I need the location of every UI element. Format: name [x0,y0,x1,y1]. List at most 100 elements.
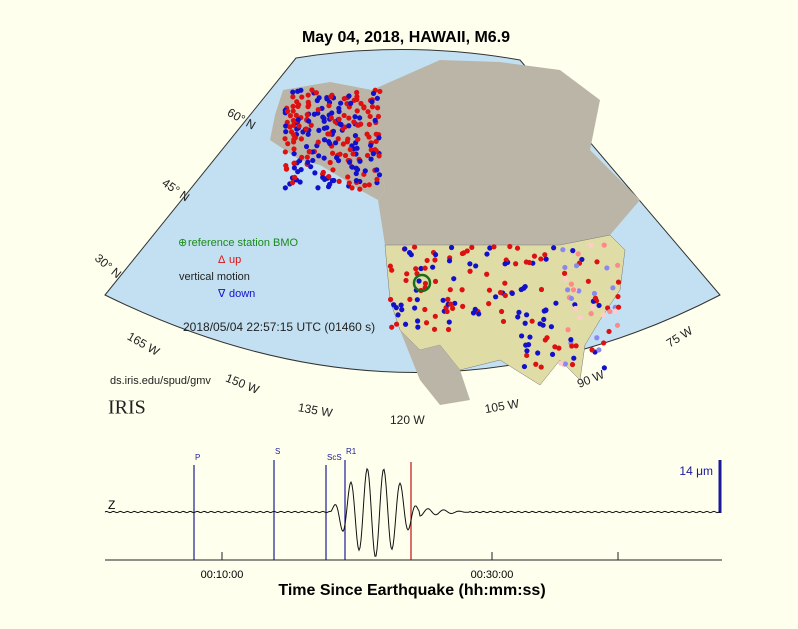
station [387,296,394,303]
station [393,321,400,327]
station [579,256,585,263]
stations [282,87,622,371]
lon-label: 135 W [297,400,334,420]
station [369,104,376,110]
legend-motion: vertical motion [179,271,250,283]
station [285,141,291,147]
station [531,253,538,259]
station [448,244,455,251]
station [313,90,320,96]
station [408,252,414,258]
station [498,308,505,315]
station [365,109,371,115]
station [305,159,311,165]
station [577,315,583,321]
station [362,182,368,188]
station [516,309,522,315]
station [601,365,607,371]
station [303,143,310,150]
station [283,166,290,172]
station [375,113,382,120]
station [326,131,333,137]
phase-label: ScS [327,453,342,462]
station [549,351,556,358]
station [366,121,372,128]
station [306,118,312,124]
station [330,128,337,134]
station [570,287,577,293]
station [415,318,421,324]
station [316,153,322,159]
station [588,242,594,248]
station [393,305,399,311]
station [486,287,493,293]
station [327,159,333,166]
station [395,312,401,318]
station [328,115,334,121]
station [502,280,508,286]
station [282,149,288,155]
station [374,105,381,111]
station [341,112,347,119]
canada [372,60,640,245]
station [368,142,374,149]
station [310,157,316,164]
station [544,335,550,341]
station [411,244,418,250]
station [502,292,508,299]
station [289,180,296,186]
station [296,123,302,129]
station [340,141,346,147]
x-axis-title: Time Since Earthquake (hh:mm:ss) [278,582,545,599]
station [295,117,301,123]
component: Z [108,498,115,512]
station [575,251,581,257]
station [565,327,571,333]
station [444,308,450,315]
station [387,263,393,269]
phase-label: P [195,453,200,462]
station [576,288,582,294]
station [288,129,295,135]
station [459,287,465,293]
station [591,290,598,297]
station [502,261,508,267]
station [342,124,348,130]
station [336,105,342,111]
station [399,307,405,313]
reference-station [412,273,432,293]
station [357,115,363,121]
station [298,136,304,142]
station [473,263,479,269]
station [596,347,602,353]
station [432,313,438,319]
station [291,136,297,143]
station [348,100,354,106]
station [290,94,296,100]
station [282,185,288,191]
station [560,247,566,253]
station [283,123,289,129]
station [610,285,616,291]
station [369,99,375,105]
station [558,360,564,366]
station [354,96,360,103]
station [615,304,622,310]
logo: IRIS [108,397,146,419]
station [573,263,580,269]
station [315,107,321,113]
station [321,118,327,124]
station [305,131,311,137]
station [335,136,341,142]
lon-label: 105 W [484,396,521,416]
station [346,115,352,121]
station [548,324,555,330]
station [326,103,332,109]
station [448,301,454,307]
station [368,156,374,162]
station [291,165,298,171]
station [351,119,357,125]
station [606,328,612,335]
station [533,361,539,367]
station [287,113,293,119]
